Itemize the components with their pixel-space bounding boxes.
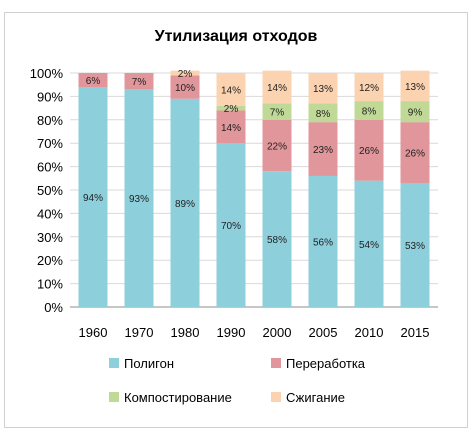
- data-label: 23%: [313, 145, 333, 156]
- data-label: 12%: [359, 83, 379, 94]
- data-label: 53%: [405, 241, 425, 252]
- data-label: 58%: [267, 235, 287, 246]
- x-tick-label: 2000: [263, 325, 292, 340]
- bar-segment: [216, 105, 246, 111]
- bar-segment: [354, 119, 384, 181]
- y-tick-label: 50%: [37, 183, 63, 198]
- data-label: 13%: [405, 82, 425, 93]
- y-tick-label: 90%: [37, 89, 63, 104]
- data-label: 6%: [86, 76, 101, 87]
- x-tick-label: 2015: [401, 325, 430, 340]
- data-label: 93%: [129, 194, 149, 205]
- bar-segment: [262, 103, 292, 120]
- y-tick-label: 30%: [37, 230, 63, 245]
- stacked-bar-chart: Утилизация отходов 0% 10% 20% 30% 40% 50% 60% 7…: [30, 28, 438, 405]
- data-label: 2%: [224, 104, 239, 115]
- data-label: 89%: [175, 199, 195, 210]
- data-labels: 94% 6% 93% 7% 89% 10% 2% 70% 14% 2% 14% 58% 22% 7% 14%…: [83, 69, 425, 252]
- x-tick-label: 1970: [125, 325, 154, 340]
- bar-segment: [124, 89, 154, 307]
- y-tick-label: 60%: [37, 160, 63, 175]
- data-label: 7%: [132, 77, 147, 88]
- bar-segment: [354, 73, 384, 102]
- bar-segment: [78, 87, 108, 307]
- data-label: 13%: [313, 84, 333, 95]
- x-axis-tick-labels: 1960 1970 1980 1990 2000 2005 2010 2015: [79, 325, 430, 340]
- y-tick-label: 0%: [44, 300, 63, 315]
- x-tick-label: 1960: [79, 325, 108, 340]
- data-label: 26%: [405, 149, 425, 160]
- bar-segment: [170, 70, 200, 76]
- data-label: 14%: [221, 85, 241, 96]
- y-tick-label: 100%: [30, 66, 64, 81]
- bars: [78, 70, 430, 308]
- data-label: 9%: [408, 108, 423, 119]
- bar-segment: [308, 175, 338, 307]
- data-label: 56%: [313, 237, 333, 248]
- bar-segment: [400, 101, 430, 123]
- x-tick-label: 1980: [171, 325, 200, 340]
- data-label: 2%: [178, 69, 193, 80]
- bar-segment: [262, 119, 292, 172]
- data-label: 8%: [316, 109, 331, 120]
- x-tick-label: 1990: [217, 325, 246, 340]
- bar-segment: [216, 143, 246, 307]
- legend-swatch: [271, 392, 281, 402]
- bar-segment: [308, 103, 338, 123]
- data-label: 7%: [270, 108, 285, 119]
- data-label: 54%: [359, 240, 379, 251]
- y-tick-label: 80%: [37, 113, 63, 128]
- bar-segment: [400, 182, 430, 307]
- bar-segment: [170, 98, 200, 308]
- legend-label: Сжигание: [286, 390, 345, 405]
- legend-label: Компостирование: [124, 390, 232, 405]
- data-label: 14%: [267, 83, 287, 94]
- legend-label: Переработка: [286, 356, 366, 371]
- legend: Полигон Переработка Компостирование Сжигани…: [109, 356, 366, 405]
- data-label: 10%: [175, 83, 195, 94]
- bar-segment: [308, 122, 338, 176]
- bar-segment: [308, 73, 338, 104]
- bar-segment: [170, 75, 200, 99]
- chart-frame: Утилизация отходов 0% 10% 20% 30% 40% 50% 60% 7…: [4, 12, 468, 428]
- y-axis-tick-labels: 0% 10% 20% 30% 40% 50% 60% 70% 80% 90% 100%: [30, 66, 64, 315]
- bar-segment: [354, 101, 384, 120]
- top-text-fragment: [0, 0, 475, 10]
- chart-title: Утилизация отходов: [155, 28, 318, 45]
- bar-segment: [400, 122, 430, 183]
- y-tick-label: 70%: [37, 136, 63, 151]
- bar-segment: [262, 70, 292, 104]
- data-label: 70%: [221, 221, 241, 232]
- legend-label: Полигон: [124, 356, 174, 371]
- y-tick-label: 40%: [37, 206, 63, 221]
- bar-segment: [400, 70, 430, 102]
- bar-segment: [124, 73, 154, 90]
- data-label: 94%: [83, 193, 103, 204]
- x-tick-label: 2005: [309, 325, 338, 340]
- bar-segment: [78, 73, 108, 88]
- y-tick-label: 20%: [37, 253, 63, 268]
- bar-segment: [216, 73, 246, 106]
- legend-swatch: [109, 358, 119, 368]
- bar-segment: [262, 171, 292, 307]
- bar-segment: [354, 180, 384, 307]
- legend-swatch: [109, 392, 119, 402]
- data-label: 8%: [362, 106, 377, 117]
- data-label: 26%: [359, 146, 379, 157]
- bar-segment: [216, 110, 246, 144]
- legend-swatch: [271, 358, 281, 368]
- y-tick-label: 10%: [37, 277, 63, 292]
- x-tick-label: 2010: [355, 325, 384, 340]
- data-label: 14%: [221, 123, 241, 134]
- data-label: 22%: [267, 142, 287, 153]
